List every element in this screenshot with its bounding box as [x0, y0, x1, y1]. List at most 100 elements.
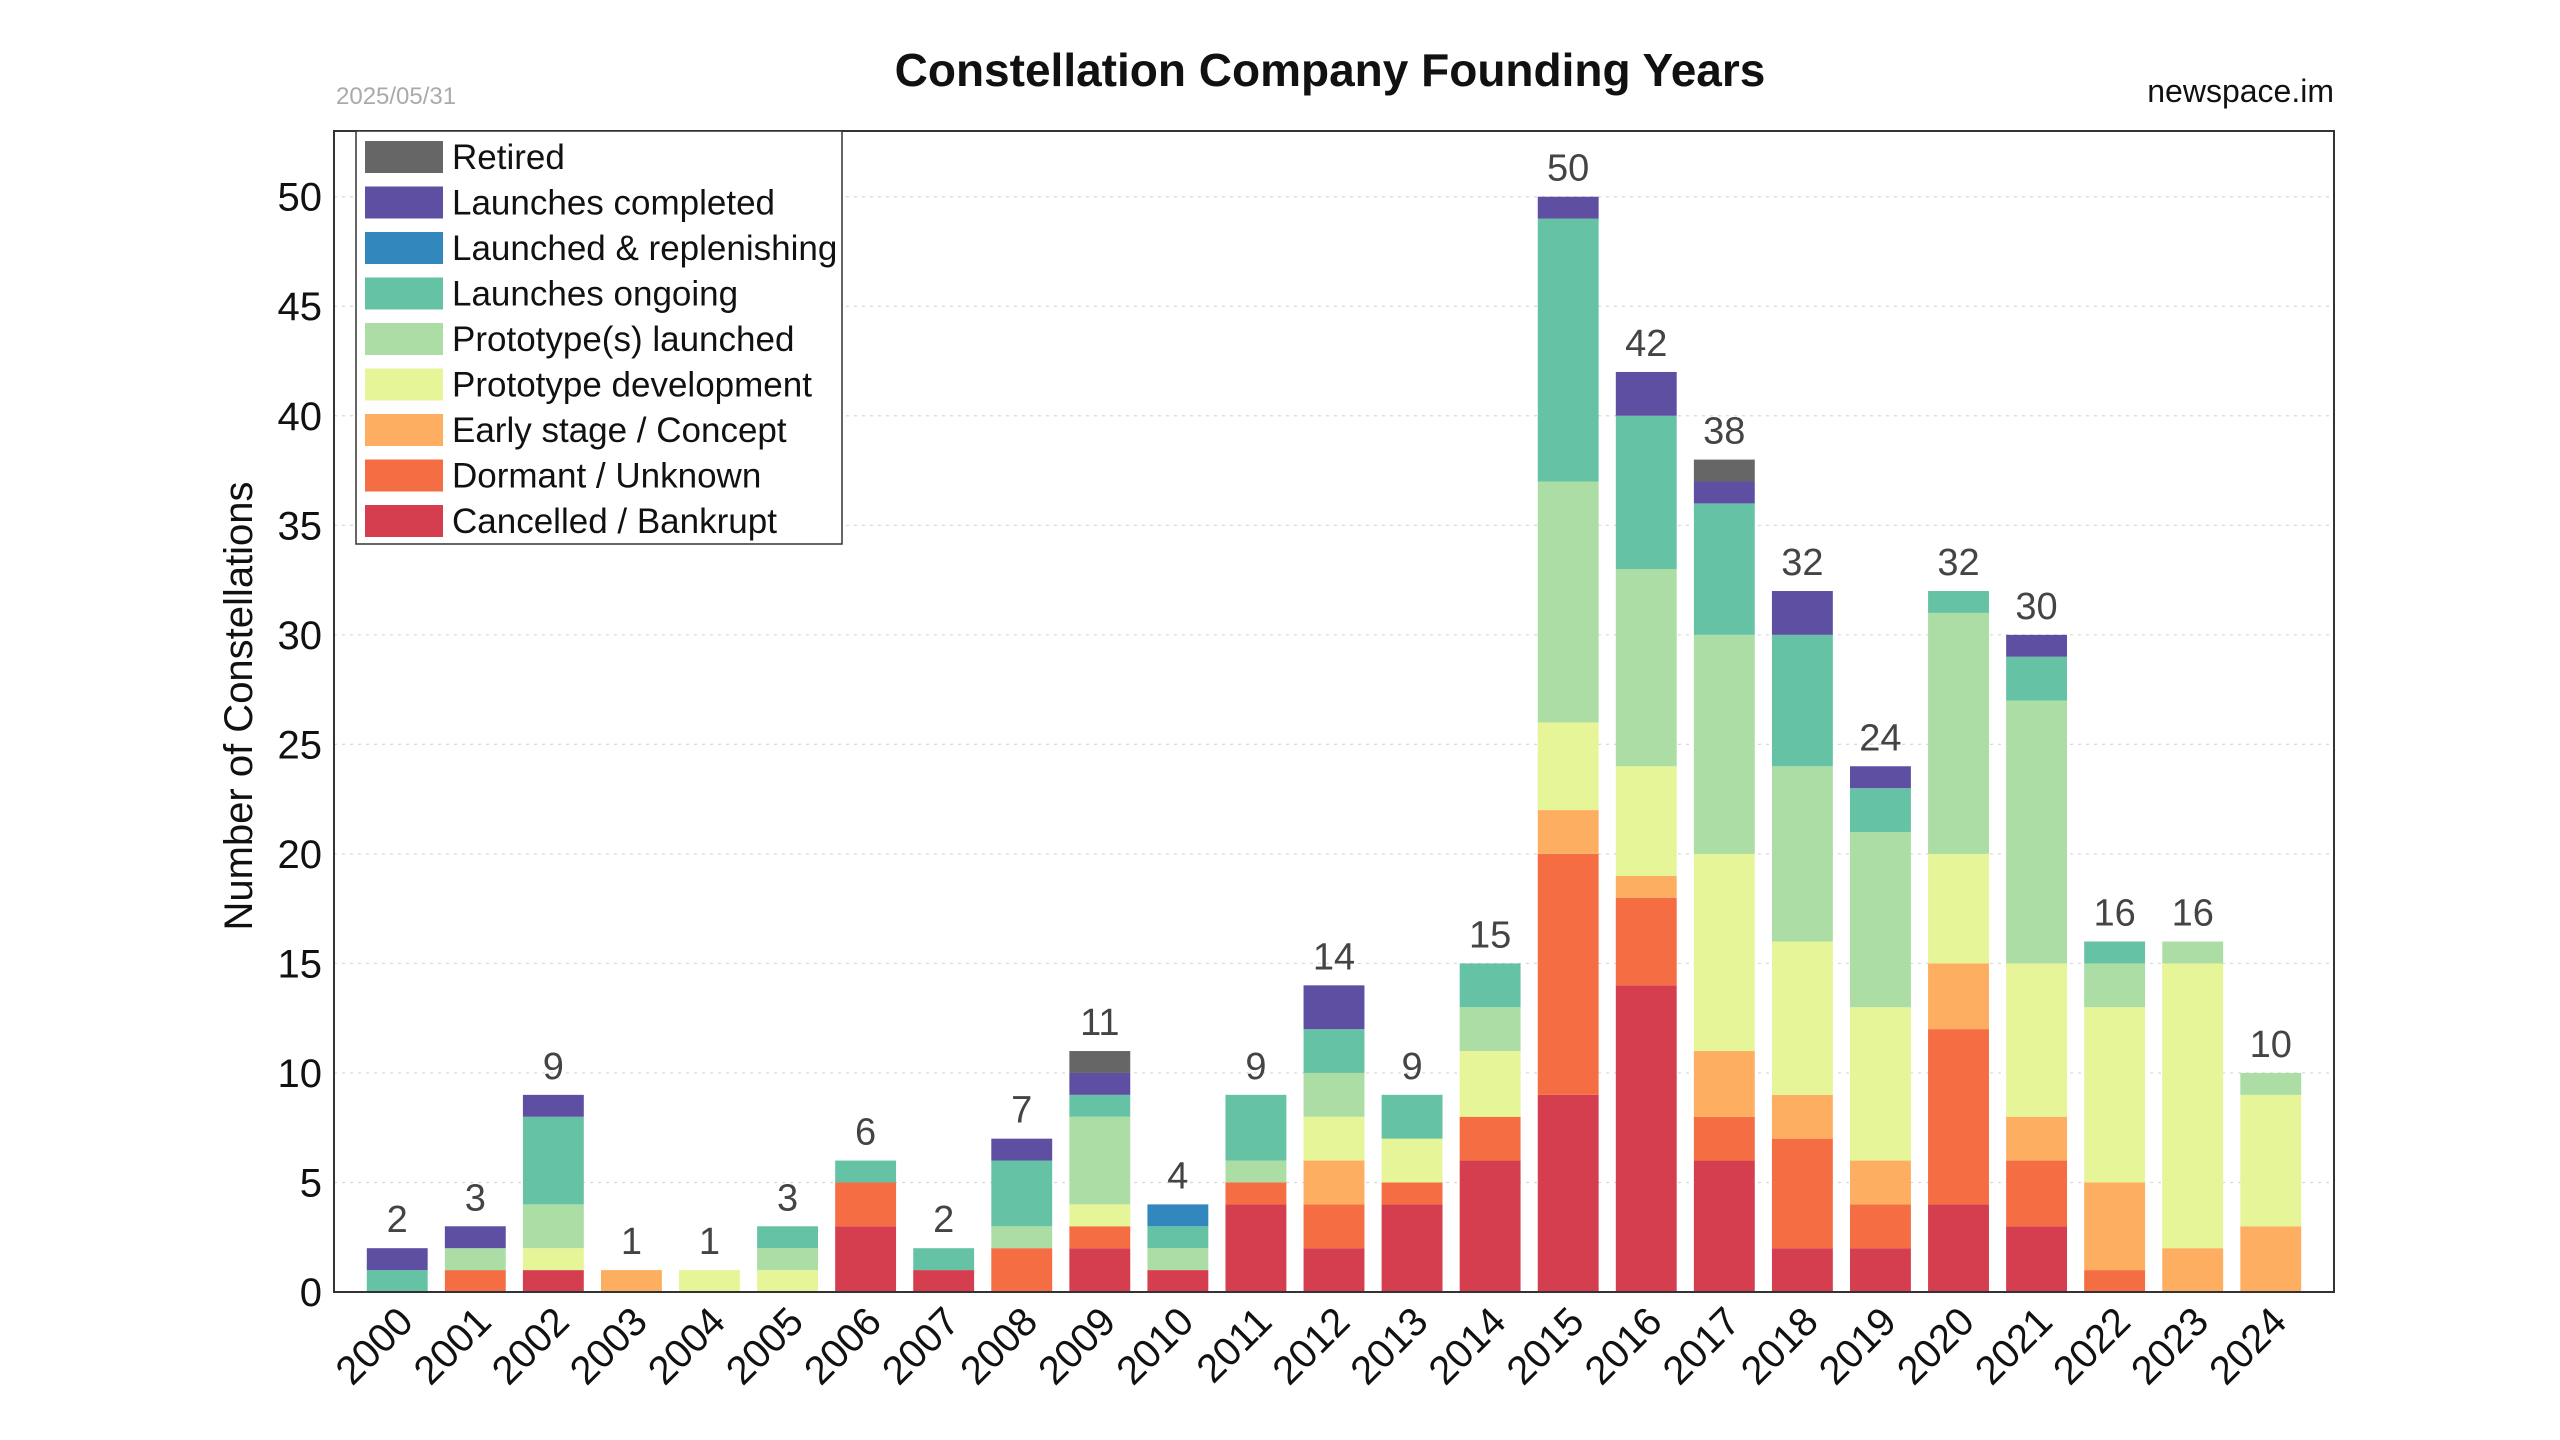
bar-segment — [1850, 766, 1911, 789]
y-tick-label: 15 — [278, 942, 323, 986]
bar-segment — [522, 1204, 584, 1249]
bar-segment — [1850, 1160, 1911, 1205]
bar-total-label: 9 — [543, 1046, 564, 1088]
legend-swatch — [365, 186, 443, 219]
bar-segment — [2084, 1270, 2146, 1292]
x-tick-label: 2014 — [1420, 1299, 1514, 1393]
y-tick-label: 30 — [278, 614, 323, 658]
bar-total-label: 15 — [1469, 914, 1511, 956]
bar-segment — [1850, 1248, 1911, 1292]
bar-segment — [1850, 831, 1911, 1008]
legend-swatch — [365, 141, 443, 173]
bar-segment — [1381, 1204, 1443, 1292]
bar-segment — [1771, 1138, 1833, 1249]
y-tick-label: 10 — [278, 1052, 323, 1096]
chart-title: Constellation Company Founding Years — [895, 44, 1766, 96]
legend-swatch — [365, 368, 443, 401]
bar-segment — [1615, 371, 1677, 416]
bar-segment — [2006, 1226, 2068, 1292]
bar-segment — [1303, 1204, 1365, 1249]
bar-segment — [2240, 1226, 2302, 1292]
bar-segment — [2006, 1116, 2068, 1161]
bar-segment — [679, 1270, 740, 1292]
legend-swatch — [365, 459, 443, 492]
bar-segment — [2240, 1072, 2302, 1095]
bar-segment — [2006, 963, 2068, 1117]
bar-segment — [1459, 1007, 1521, 1052]
bar-segment — [1771, 591, 1833, 635]
x-tick-label: 2012 — [1264, 1299, 1358, 1393]
bar-segment — [1693, 503, 1755, 635]
bar-segment — [1615, 875, 1677, 898]
bar-segment — [835, 1182, 897, 1227]
bar-segment — [1069, 1072, 1131, 1095]
legend-swatch — [365, 277, 443, 310]
bar-segment — [1069, 1248, 1131, 1292]
bar-segment — [991, 1138, 1053, 1161]
bar-segment — [1693, 1160, 1755, 1292]
bar-segment — [1928, 963, 1989, 1030]
bar-segment — [444, 1248, 506, 1271]
legend-label: Cancelled / Bankrupt — [452, 502, 777, 541]
x-tick-label: 2022 — [2045, 1299, 2139, 1393]
y-tick-label: 20 — [278, 833, 323, 877]
bar-segment — [2084, 1007, 2146, 1183]
bar-segment — [1537, 196, 1599, 219]
bar-segment — [1069, 1204, 1131, 1227]
bar-total-label: 50 — [1547, 148, 1589, 190]
bar-segment — [1069, 1226, 1131, 1249]
gridlines — [334, 196, 2334, 1184]
x-tick-label: 2000 — [328, 1299, 422, 1393]
bar-segment — [1771, 634, 1833, 767]
bar-segment — [991, 1226, 1053, 1249]
bar-segment — [835, 1226, 897, 1292]
bar-segment — [1928, 1204, 1989, 1292]
bar-segment — [1928, 853, 1989, 964]
legend-swatch — [365, 232, 443, 264]
legend: Retired Launches completed Launched & repl… — [355, 130, 843, 545]
bar-segment — [522, 1094, 584, 1117]
legend-swatch — [365, 323, 443, 355]
y-tick-label: 35 — [278, 504, 323, 548]
bar-segment — [1693, 1116, 1755, 1161]
legend-label: Prototype development — [452, 366, 812, 405]
bar-segment — [1225, 1204, 1287, 1292]
bar-segment — [1303, 1029, 1365, 1073]
source-label: newspace.im — [2147, 73, 2334, 109]
bar-segment — [2162, 941, 2224, 964]
bar-segment — [1615, 897, 1677, 986]
x-tick-label: 2002 — [484, 1299, 578, 1393]
y-tick-label: 0 — [300, 1271, 322, 1315]
bar-segment — [1069, 1051, 1131, 1073]
x-tick-label: 2013 — [1342, 1299, 1436, 1393]
x-axis-ticks: 2000200120022003200420052006200720082009… — [328, 1299, 2296, 1393]
bar-segment — [1615, 569, 1677, 767]
x-tick-label: 2001 — [406, 1299, 500, 1393]
x-tick-label: 2011 — [1188, 1299, 1280, 1391]
bar-total-label: 24 — [1859, 717, 1901, 759]
y-tick-label: 45 — [278, 285, 323, 329]
y-axis-ticks: 0 5 10 15 20 25 30 35 40 45 50 — [278, 176, 323, 1315]
bar-segment — [913, 1270, 975, 1292]
bar-total-label: 30 — [2015, 586, 2057, 628]
bar-segment — [757, 1226, 818, 1249]
x-tick-label: 2020 — [1889, 1299, 1983, 1393]
bar-total-label: 9 — [1401, 1046, 1422, 1088]
bar-segment — [1771, 941, 1833, 1095]
legend-label: Launches completed — [452, 184, 775, 223]
bar-segment — [991, 1248, 1053, 1292]
bar-segment — [1615, 415, 1677, 570]
bar-segment — [1615, 766, 1677, 876]
y-tick-label: 5 — [300, 1161, 322, 1205]
bar-segment — [600, 1270, 662, 1292]
bar-segment — [1381, 1094, 1443, 1139]
bar-segment — [1225, 1094, 1287, 1161]
bar-segment — [1928, 591, 1989, 613]
date-stamp: 2025/05/31 — [336, 83, 456, 110]
bar-segment — [1303, 1072, 1365, 1117]
bar-segment — [1850, 788, 1911, 832]
bar-segment — [1615, 985, 1677, 1292]
bar-segment — [1147, 1226, 1209, 1249]
bar-total-label: 42 — [1625, 323, 1667, 365]
